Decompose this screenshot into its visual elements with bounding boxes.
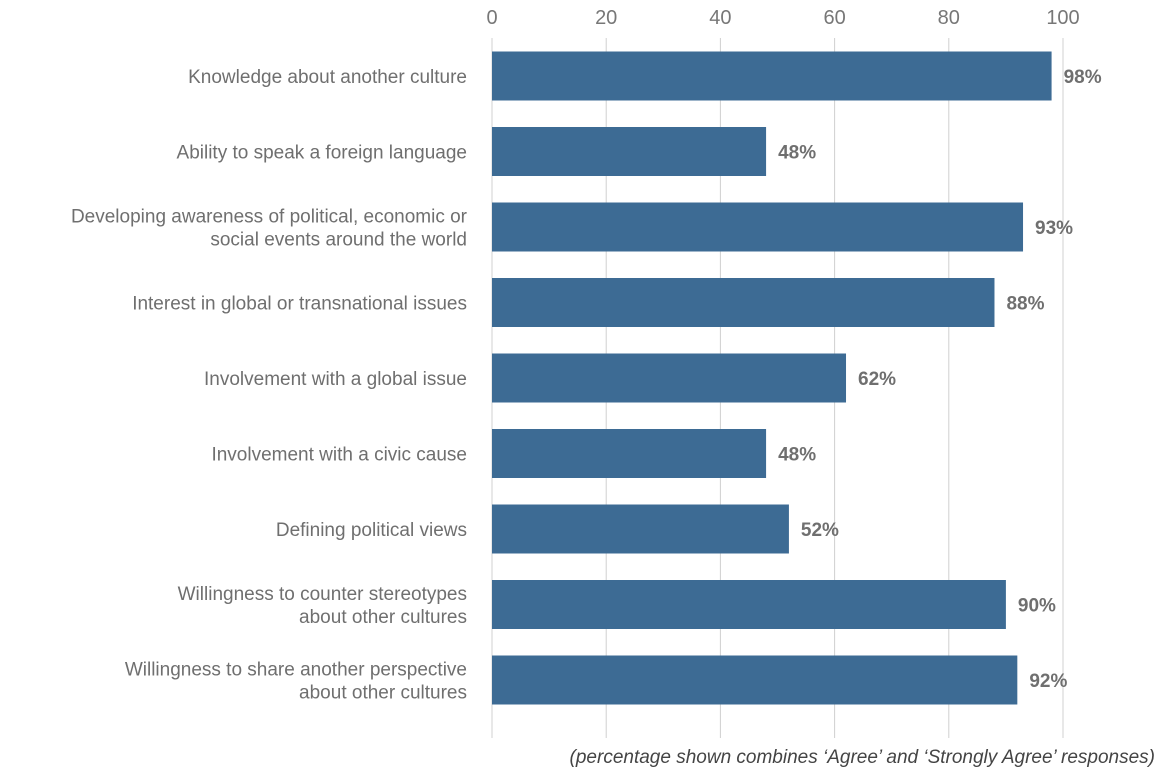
category-label: Developing awareness of political, econo… <box>71 207 468 251</box>
category-label-line: Involvement with a global issue <box>204 369 467 390</box>
category-label: Willingness to share another perspective… <box>125 660 467 704</box>
category-label-line: Defining political views <box>276 520 467 541</box>
category-label: Involvement with a civic cause <box>211 445 467 466</box>
category-label-line: Willingness to share another perspective <box>125 660 467 681</box>
chart-note: (percentage shown combines ‘Agree’ and ‘… <box>570 747 1155 768</box>
bar-value-label: 92% <box>1029 671 1067 692</box>
category-label-line: about other cultures <box>299 607 467 628</box>
category-label-line: Willingness to counter stereotypes <box>178 584 467 605</box>
category-label-line: Developing awareness of political, econo… <box>71 207 468 228</box>
category-label-line: Involvement with a civic cause <box>211 445 467 466</box>
bar <box>492 655 1018 705</box>
x-tick-label: 100 <box>1046 7 1079 29</box>
bar-value-label: 98% <box>1064 67 1102 88</box>
category-label: Involvement with a global issue <box>204 369 467 390</box>
bar-value-label: 48% <box>778 445 816 466</box>
bar <box>492 51 1052 101</box>
category-label-line: social events around the world <box>210 230 467 251</box>
category-label: Knowledge about another culture <box>188 67 467 88</box>
category-label-line: about other cultures <box>299 683 467 704</box>
category-label-line: Interest in global or transnational issu… <box>132 294 467 315</box>
category-label: Willingness to counter stereotypes about … <box>178 584 467 628</box>
bar-value-label: 88% <box>1006 294 1044 315</box>
x-tick-label: 0 <box>486 7 497 29</box>
category-label: Interest in global or transnational issu… <box>132 294 467 315</box>
bar <box>492 429 767 478</box>
category-label-line: Knowledge about another culture <box>188 67 467 88</box>
value-labels: 98% 48% 93% 88% 62% 48% 52% 90% 92% <box>778 67 1102 692</box>
bar-value-label: 62% <box>858 369 896 390</box>
bars <box>492 51 1052 705</box>
x-tick-label: 40 <box>709 7 731 29</box>
bar-value-label: 90% <box>1018 596 1056 617</box>
category-label-line: Ability to speak a foreign language <box>177 143 467 164</box>
bar-value-label: 93% <box>1035 218 1073 239</box>
x-axis-ticks: 0 20 40 60 80 100 <box>486 7 1079 29</box>
bar <box>492 127 767 176</box>
category-label: Ability to speak a foreign language <box>177 143 467 164</box>
bar-value-label: 52% <box>801 520 839 541</box>
bar <box>492 202 1024 252</box>
bar-value-label: 48% <box>778 143 816 164</box>
bar <box>492 504 789 554</box>
bar <box>492 353 847 403</box>
x-tick-label: 60 <box>823 7 845 29</box>
x-tick-label: 80 <box>938 7 960 29</box>
x-tick-label: 20 <box>595 7 617 29</box>
bar <box>492 278 995 327</box>
category-label: Defining political views <box>276 520 467 541</box>
bar <box>492 580 1006 629</box>
category-labels: Knowledge about another culture Ability t… <box>71 67 468 704</box>
